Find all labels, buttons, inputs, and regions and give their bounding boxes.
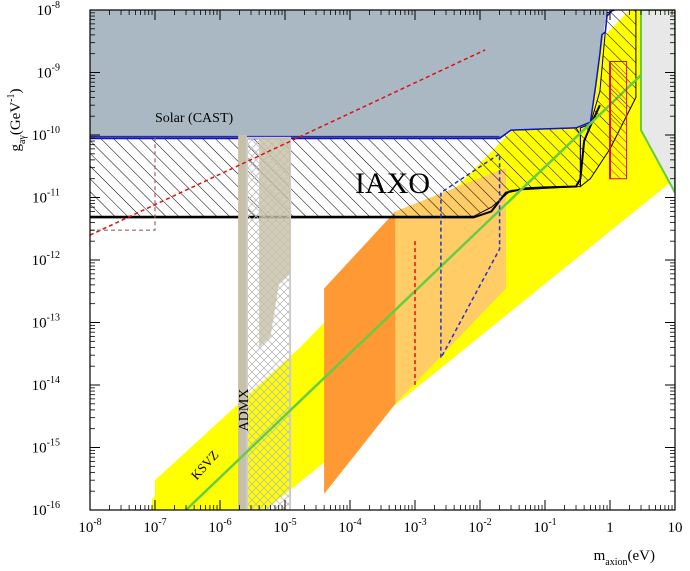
iaxo-label: IAXO — [355, 167, 430, 200]
y-tick-label: 10-16 — [32, 500, 60, 519]
y-tick-label: 10-10 — [32, 125, 60, 144]
x-tick-label: 10 — [668, 520, 683, 536]
x-tick-label: 10-8 — [78, 517, 101, 536]
y-tick-label: 10-11 — [32, 188, 60, 207]
gray-dashed-region — [90, 137, 156, 231]
x-tick-label: 10-1 — [533, 517, 556, 536]
admx-label: ADMX — [237, 389, 252, 432]
x-tick-label: 10-7 — [143, 517, 166, 536]
admx-gray-detail — [259, 137, 291, 348]
x-tick-label: 10-5 — [273, 517, 296, 536]
red-hatched-region — [609, 61, 628, 180]
x-tick-label: 1 — [606, 520, 614, 536]
y-tick-label: 10-8 — [37, 0, 60, 19]
admx-region — [238, 135, 247, 510]
y-tick-label: 10-12 — [32, 250, 60, 269]
orange-region — [324, 211, 396, 494]
y-axis-title: gaγ(GeV-1) — [6, 88, 28, 151]
y-tick-label: 10-13 — [32, 313, 60, 332]
green-region — [640, 10, 675, 194]
x-tick-label: 10-3 — [403, 517, 426, 536]
x-axis-title: maxion(eV) — [594, 548, 655, 568]
cast-limit-curve — [90, 10, 614, 140]
plot-area — [90, 10, 675, 510]
x-tick-label: 10-4 — [338, 517, 361, 536]
x-tick-label: 10-2 — [468, 517, 491, 536]
blue-dashed-region — [440, 152, 501, 359]
light-orange-region — [395, 167, 506, 404]
axis-ticks — [89, 9, 676, 511]
iaxo-sensitivity-curve — [90, 104, 601, 219]
y-tick-label: 10-15 — [32, 438, 60, 457]
iaxo-high-mass-region — [579, 10, 637, 188]
ksvz-line — [185, 41, 675, 510]
solar-cast-label: Solar (CAST) — [155, 111, 234, 126]
y-tick-label: 10-14 — [32, 375, 60, 394]
cast-excluded-region — [90, 10, 607, 138]
y-tick-label: 10-9 — [37, 63, 60, 82]
red-dashed-projection — [90, 49, 486, 236]
x-tick-label: 10-6 — [208, 517, 231, 536]
